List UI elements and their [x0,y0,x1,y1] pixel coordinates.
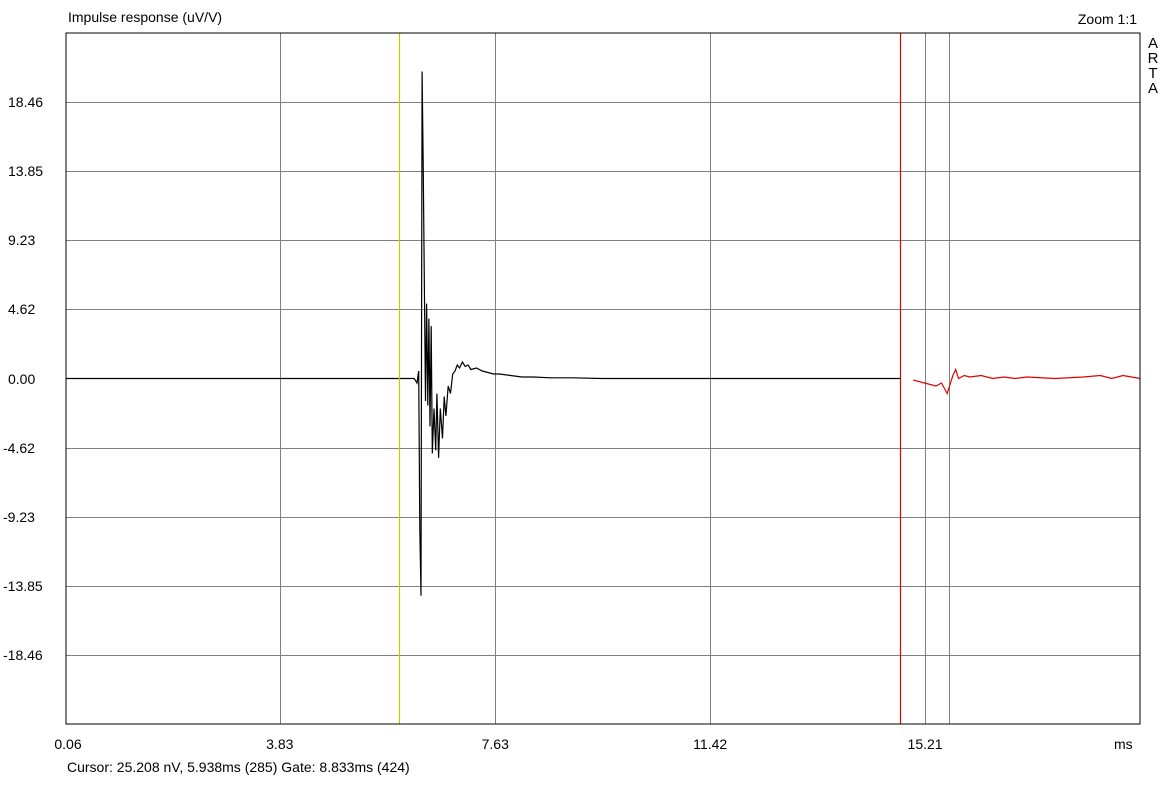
brand-logo: A R T A [1145,36,1161,96]
y-tick-label: 0.00 [8,370,36,387]
status-bar: Cursor: 25.208 nV, 5.938ms (285) Gate: 8… [67,759,410,775]
x-tick-label: 11.42 [693,736,728,752]
traces [66,71,1141,596]
x-tick-label: 0.06 [54,736,82,752]
x-tick-label: 7.63 [481,736,509,752]
plot-frame [65,32,1141,725]
y-tick-label: 13.85 [8,163,44,180]
y-tick-label: -4.62 [3,439,35,456]
y-tick-label: 18.46 [8,94,44,111]
y-tick-label: -18.46 [3,646,43,663]
x-tick-label: 3.83 [266,736,294,752]
brand-letter: A [1147,80,1158,97]
y-tick-label: -13.85 [3,577,43,594]
brand-letter: A [1147,35,1158,52]
grid [66,33,1140,724]
y-tick-label: 9.23 [8,232,36,249]
y-tick-label: 4.62 [8,301,36,318]
zoom-label[interactable]: Zoom 1:1 [1077,11,1137,27]
markers [398,33,902,724]
chart-title: Impulse response (uV/V) [68,9,223,25]
brand-letter: T [1148,65,1158,82]
series-line-after-gate [913,367,1141,396]
y-tick-label: -9.23 [3,508,35,525]
x-axis-unit: ms [1114,736,1133,752]
x-tick-label: 15.21 [907,736,943,752]
brand-letter: R [1147,50,1159,67]
series-line-gated [66,71,901,596]
